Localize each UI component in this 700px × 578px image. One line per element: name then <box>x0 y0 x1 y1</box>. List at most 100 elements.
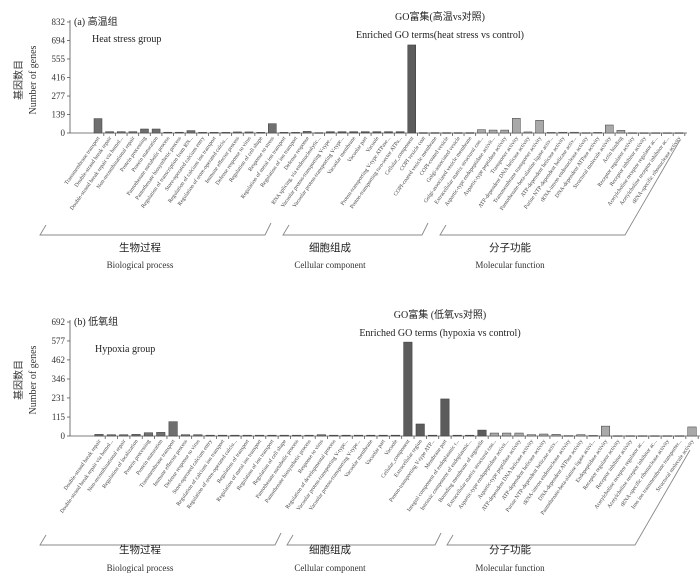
bar <box>341 434 351 437</box>
bar <box>489 432 499 437</box>
bar <box>558 131 568 134</box>
bar <box>384 131 393 134</box>
group-bracket <box>39 222 272 236</box>
bar <box>687 426 697 437</box>
bar <box>205 434 215 437</box>
bar <box>616 130 626 134</box>
bar <box>625 435 635 437</box>
bar <box>403 341 413 437</box>
bar <box>523 131 533 134</box>
group-label-en: Biological process <box>107 260 174 270</box>
bar <box>576 434 586 437</box>
bar <box>378 434 388 437</box>
bar <box>674 132 684 134</box>
y-tick-label: 577 <box>52 336 66 346</box>
chart-panel-a: GO富集(高温vs对照) Enriched GO terms(heat stres… <box>12 10 687 270</box>
bar <box>526 434 536 437</box>
bar <box>329 434 339 437</box>
bar <box>349 131 358 134</box>
bar <box>209 132 219 134</box>
bar <box>221 132 231 134</box>
bar <box>453 132 463 134</box>
bar <box>94 434 104 437</box>
bar <box>291 132 300 134</box>
bar <box>267 434 277 437</box>
bar <box>391 434 400 437</box>
bar <box>316 434 326 437</box>
bar <box>546 132 556 134</box>
bar <box>353 434 363 437</box>
bar <box>193 434 203 437</box>
bar <box>638 435 648 437</box>
bar <box>663 132 672 134</box>
bar <box>156 432 166 437</box>
bar <box>140 128 149 134</box>
bar <box>477 429 487 437</box>
y-tick-label: 277 <box>52 91 66 101</box>
bar <box>605 124 614 134</box>
bar <box>535 120 544 134</box>
bar <box>256 132 265 134</box>
bar <box>502 432 512 437</box>
bar <box>588 435 598 437</box>
y-tick-label: 0 <box>61 128 66 138</box>
y-axis-label: Number of genes <box>28 345 39 414</box>
bar <box>131 434 141 437</box>
group-label-cn: 生物过程 <box>119 241 161 254</box>
panel-label: (a) 高温组 <box>74 15 118 28</box>
bar <box>512 118 521 134</box>
chart-subtitle: Enriched GO terms(heat stress vs control… <box>356 30 524 41</box>
panel-label-en: Hypoxia group <box>95 344 155 355</box>
y-axis-label-cn: 基因数目 <box>12 360 25 400</box>
group-label-cn: 分子功能 <box>489 241 531 254</box>
bar <box>372 131 382 134</box>
chart-title: GO富集 (低氧vs对照) <box>394 308 487 321</box>
bar <box>581 132 591 134</box>
bar <box>442 132 451 134</box>
bar <box>419 132 428 134</box>
bar <box>180 434 190 437</box>
group-label-en: Cellular component <box>294 260 366 270</box>
y-axis-label-cn: 基因数目 <box>12 60 25 100</box>
y-tick-label: 231 <box>52 393 66 403</box>
bar <box>337 131 347 134</box>
bar <box>168 421 178 437</box>
group-label-cn: 细胞组成 <box>309 543 351 556</box>
bar <box>563 435 573 437</box>
bar <box>477 129 486 134</box>
bar <box>361 131 370 134</box>
y-tick-label: 462 <box>52 355 66 365</box>
bar <box>233 131 242 134</box>
bar <box>314 132 324 134</box>
bar <box>292 434 302 437</box>
y-tick-label: 0 <box>61 431 66 441</box>
bar <box>428 434 438 437</box>
chart-panel-b: GO富集 (低氧vs对照) Enriched GO terms (hypoxia … <box>12 308 700 573</box>
group-label-cn: 细胞组成 <box>309 241 351 254</box>
bar <box>151 128 161 134</box>
bar <box>593 132 602 134</box>
bar <box>675 435 685 437</box>
y-tick-label: 694 <box>52 35 66 45</box>
bar <box>514 432 524 437</box>
bar <box>366 434 376 437</box>
y-axis-label: Number of genes <box>28 45 39 114</box>
y-tick-label: 832 <box>52 17 66 27</box>
bar <box>218 434 228 437</box>
bar <box>106 434 116 437</box>
bar <box>244 131 254 134</box>
y-tick-label: 115 <box>52 412 66 422</box>
bar <box>119 434 129 437</box>
bar <box>279 434 289 437</box>
bar <box>268 123 277 134</box>
bar <box>105 131 114 134</box>
bar <box>452 434 462 437</box>
bar <box>440 398 450 437</box>
bar <box>465 434 475 437</box>
y-tick-label: 416 <box>52 73 66 83</box>
group-label-cn: 生物过程 <box>119 543 161 556</box>
panel-label: (b) 低氧组 <box>74 315 118 328</box>
group-label-en: Molecular function <box>475 563 545 573</box>
group-bracket <box>286 532 442 546</box>
